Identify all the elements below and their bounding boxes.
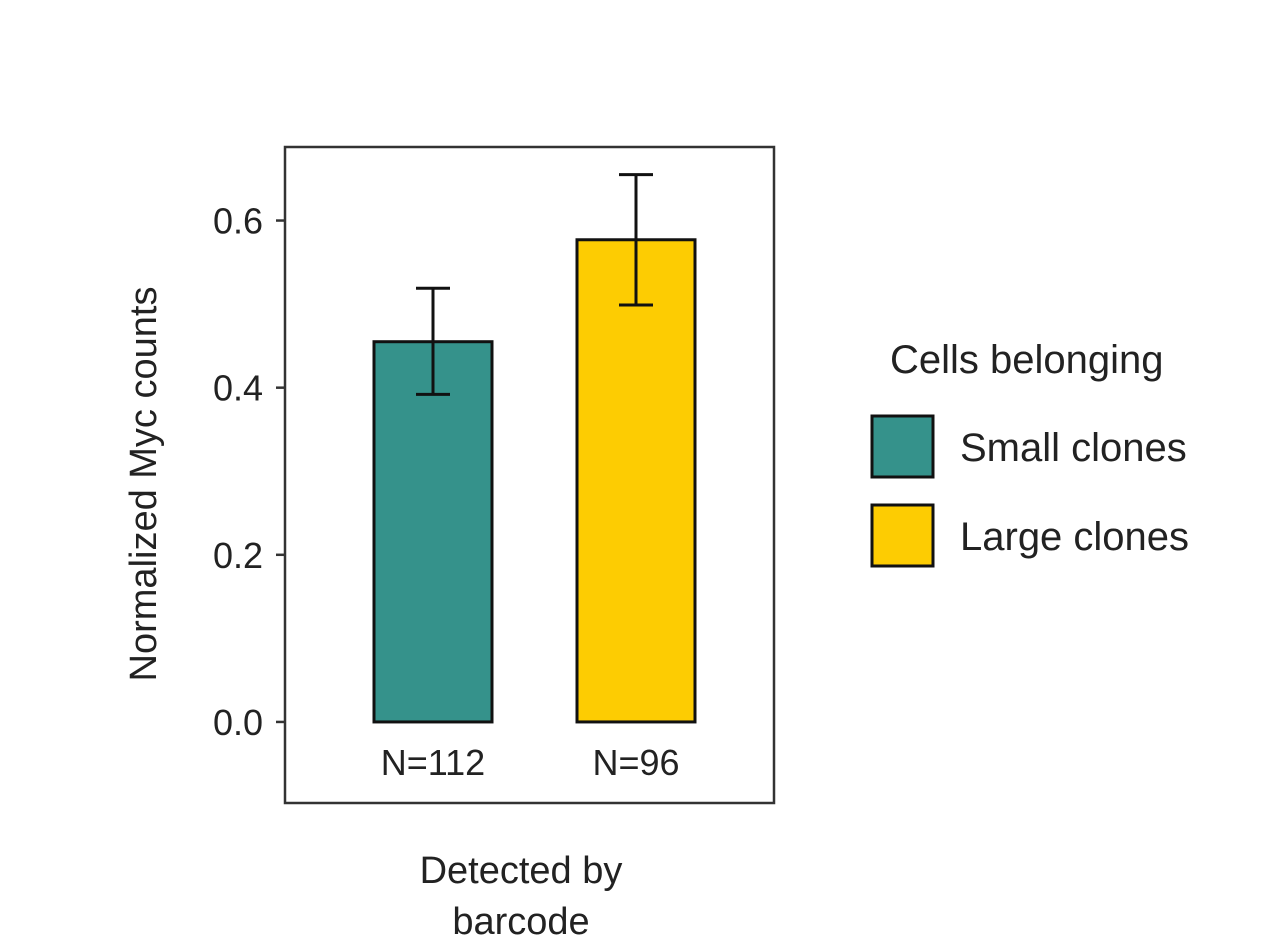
legend-label: Small clones (960, 426, 1187, 470)
n-labels: N=112 N=96 (381, 742, 680, 783)
n-label: N=112 (381, 742, 485, 783)
n-label: N=96 (592, 742, 679, 783)
legend: Cells belonging Small clones Large clones (870, 338, 1189, 568)
x-axis-title-line2: barcode (452, 901, 589, 943)
panel-border (283, 145, 776, 805)
legend-swatch (870, 503, 935, 568)
legend-title: Cells belonging (890, 338, 1164, 382)
x-axis-title-line1: Detected by (420, 850, 623, 892)
y-tick-label: 0.2 (213, 535, 263, 576)
y-tick-label: 0.0 (213, 702, 263, 743)
bars (372, 173, 697, 724)
y-tick-label: 0.6 (213, 201, 263, 242)
legend-label: Large clones (960, 515, 1189, 559)
y-tick-label: 0.4 (213, 368, 263, 409)
y-axis: 0.0 0.2 0.4 0.6 (213, 201, 285, 743)
bar (372, 340, 494, 724)
legend-swatch (870, 414, 935, 479)
bar (575, 238, 697, 724)
y-axis-title: Normalized Myc counts (123, 287, 165, 682)
